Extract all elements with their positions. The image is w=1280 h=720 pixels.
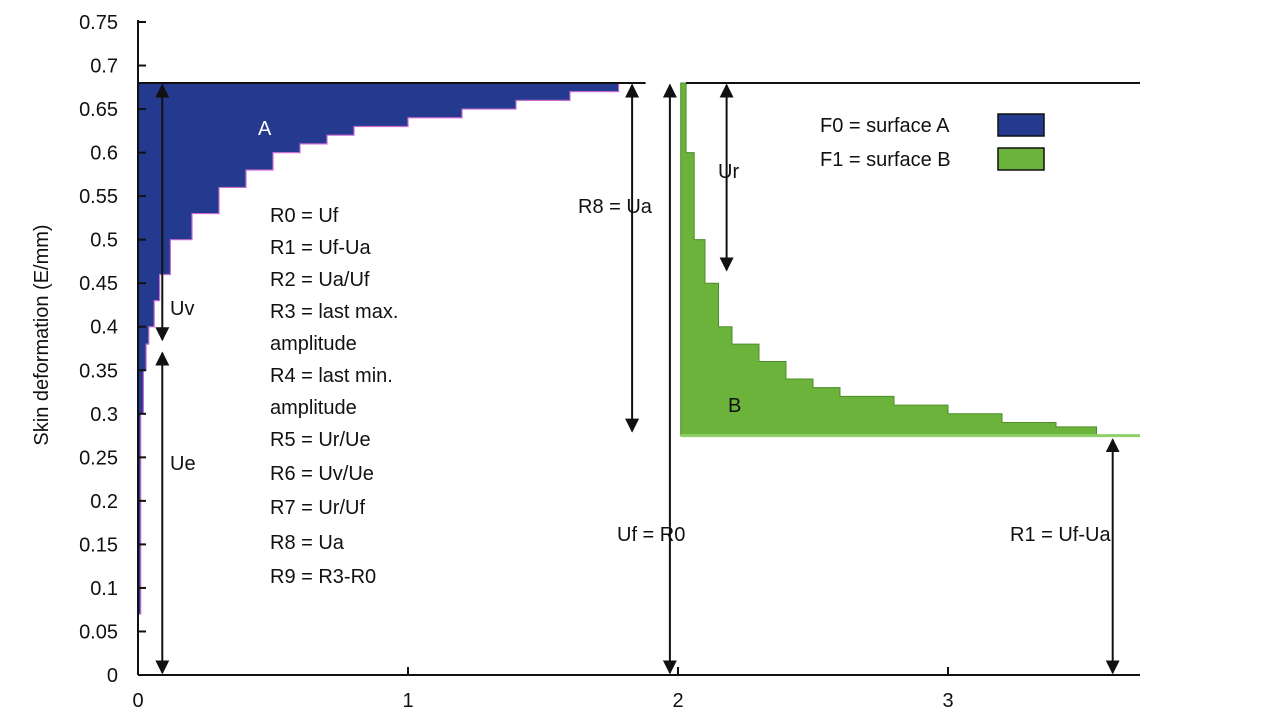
ur-label: Ur: [718, 161, 739, 183]
param-r0: R0 = Uf: [270, 205, 339, 227]
area-a-label: A: [258, 118, 272, 140]
surface-a-area: [137, 82, 620, 615]
area-b-label: B: [728, 395, 741, 417]
y-tick-label: 0.3: [90, 404, 118, 426]
y-tick-label: 0.1: [90, 578, 118, 600]
param-r3-cont: amplitude: [270, 333, 357, 355]
y-tick-label: 0.55: [79, 186, 118, 208]
areas-layer: [137, 82, 1097, 615]
param-r7: R7 = Ur/Uf: [270, 497, 365, 519]
y-tick-label: 0.6: [90, 143, 118, 165]
y-tick-label: 0: [107, 665, 118, 687]
uf-label: Uf = R0: [617, 524, 685, 546]
param-r1: R1 = Uf-Ua: [270, 237, 371, 259]
y-tick-label: 0.25: [79, 447, 118, 469]
y-tick-label: 0.05: [79, 621, 118, 643]
legend-swatch-f1: [997, 147, 1045, 171]
param-r2: R2 = Ua/Uf: [270, 269, 370, 291]
y-tick-label: 0.5: [90, 230, 118, 252]
x-tick-label: 0: [132, 690, 143, 712]
param-r9: R9 = R3-R0: [270, 566, 376, 588]
x-ticks: 0 1 2 3: [132, 667, 954, 712]
y-tick-label: 0.35: [79, 360, 118, 382]
x-tick-label: 2: [672, 690, 683, 712]
parameter-list: R0 = Uf R1 = Uf-Ua R2 = Ua/Uf R3 = last …: [270, 205, 398, 588]
param-r6: R6 = Uv/Ue: [270, 463, 374, 485]
y-ticks: 0 0.05 0.1 0.15 0.2 0.25 0.3 0.35 0.4 0.45 0.5 0.55…: [79, 12, 146, 687]
y-tick-label: 0.45: [79, 273, 118, 295]
x-tick-label: 1: [402, 690, 413, 712]
legend: F0 = surface A F1 = surface B: [820, 113, 1045, 171]
param-r3: R3 = last max.: [270, 301, 398, 323]
x-tick-label: 3: [942, 690, 953, 712]
y-tick-label: 0.7: [90, 56, 118, 78]
param-r4: R4 = last min.: [270, 365, 393, 387]
y-tick-label: 0.4: [90, 317, 118, 339]
r1-label: R1 = Uf-Ua: [1010, 524, 1111, 546]
param-r5: R5 = Ur/Ue: [270, 429, 371, 451]
param-r4-cont: amplitude: [270, 397, 357, 419]
y-tick-label: 0.15: [79, 534, 118, 556]
uv-label: Uv: [170, 298, 194, 320]
legend-label-f0: F0 = surface A: [820, 115, 950, 137]
y-axis-title: Skin deformation (E/mm): [31, 224, 53, 445]
ue-label: Ue: [170, 453, 196, 475]
legend-swatch-f0: [997, 113, 1045, 137]
y-tick-label: 0.2: [90, 491, 118, 513]
legend-label-f1: F1 = surface B: [820, 149, 951, 171]
surface-b-area: [680, 82, 1097, 437]
y-tick-label: 0.75: [79, 12, 118, 34]
arrows: [155, 83, 1120, 675]
param-r8: R8 = Ua: [270, 532, 345, 554]
r8-label: R8 = Ua: [578, 196, 653, 218]
y-tick-label: 0.65: [79, 99, 118, 121]
